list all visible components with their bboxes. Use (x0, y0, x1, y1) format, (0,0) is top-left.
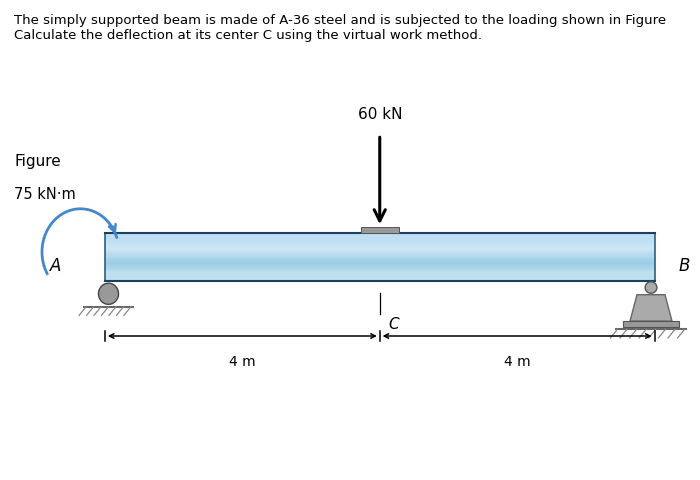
Bar (105, 245, 654, 246)
Bar (105, 260, 654, 262)
Bar (105, 269, 654, 270)
Bar (105, 266, 654, 268)
Bar (105, 252, 654, 253)
Bar (105, 240, 654, 241)
Bar (105, 242, 654, 244)
Bar (105, 249, 654, 250)
Bar (105, 235, 654, 236)
Text: C: C (388, 317, 399, 332)
Bar (105, 251, 654, 252)
Text: 60 kN: 60 kN (358, 108, 402, 122)
Bar (105, 271, 654, 273)
Bar (105, 236, 654, 238)
Polygon shape (99, 283, 118, 304)
Bar (105, 263, 654, 264)
Bar (105, 265, 654, 266)
Bar (105, 250, 654, 251)
Bar (105, 257, 654, 258)
Bar (105, 246, 654, 247)
Bar (105, 264, 654, 265)
Bar (105, 273, 654, 274)
Text: The simply supported beam is made of A-36 steel and is subjected to the loading : The simply supported beam is made of A-3… (14, 14, 666, 42)
Bar (105, 259, 654, 260)
Text: 4 m: 4 m (229, 355, 256, 369)
Bar (105, 268, 654, 269)
Bar (105, 239, 654, 240)
Bar (105, 277, 654, 278)
Bar (105, 247, 654, 249)
Bar (623, 321, 679, 327)
Bar (105, 262, 654, 263)
Bar (105, 279, 654, 281)
Bar (105, 253, 654, 254)
Bar (105, 278, 654, 279)
Text: 4 m: 4 m (504, 355, 531, 369)
Bar (105, 276, 654, 277)
Text: 75 kN·m: 75 kN·m (14, 187, 76, 202)
Bar (105, 233, 654, 234)
Bar (105, 238, 654, 239)
Text: A: A (50, 257, 62, 276)
Bar (105, 233, 654, 281)
Bar (105, 244, 654, 245)
Bar (105, 241, 654, 242)
Polygon shape (630, 295, 672, 321)
Bar (105, 258, 654, 259)
Bar (105, 255, 654, 257)
Polygon shape (645, 282, 657, 293)
Bar (105, 275, 654, 276)
Bar (105, 234, 654, 235)
Text: B: B (678, 257, 690, 276)
Bar (360, 227, 399, 233)
Text: Figure: Figure (14, 154, 61, 168)
Bar (105, 254, 654, 255)
Bar (105, 274, 654, 275)
Bar (105, 270, 654, 271)
